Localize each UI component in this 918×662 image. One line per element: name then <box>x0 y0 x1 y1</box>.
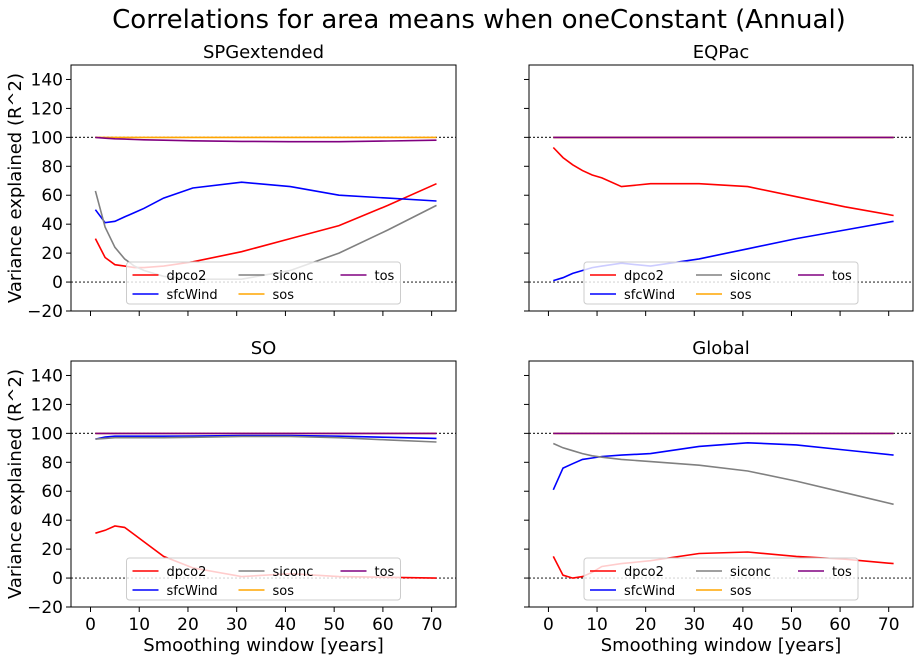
y-tick-label: 80 <box>41 453 63 473</box>
y-tick-label: 80 <box>41 157 63 177</box>
y-tick-label: 0 <box>52 273 63 293</box>
legend-label-tos: tos <box>832 269 852 284</box>
x-tick-label: 30 <box>226 615 248 635</box>
legend-label-sfcWind: sfcWind <box>167 288 218 303</box>
y-axis-label: Variance explained (R^2) <box>5 369 26 599</box>
subplot-title: SPGextended <box>203 42 324 63</box>
y-tick-label: 120 <box>31 395 63 415</box>
x-tick-label: 60 <box>372 615 394 635</box>
x-tick-label: 0 <box>85 615 96 635</box>
legend-label-tos: tos <box>375 565 395 580</box>
y-tick-label: 60 <box>41 186 63 206</box>
series-line-sfcWind <box>552 441 894 491</box>
legend-frame <box>583 261 859 305</box>
x-tick-label: 10 <box>586 615 608 635</box>
y-tick-label: −20 <box>27 598 63 618</box>
y-tick-label: 40 <box>41 215 63 235</box>
legend-label-siconc: siconc <box>730 269 771 284</box>
legend-label-sos: sos <box>730 584 752 599</box>
series-line-sfcWind <box>95 434 437 440</box>
axes-frame <box>70 360 457 608</box>
legend-label-sos: sos <box>730 288 752 303</box>
x-tick-label: 60 <box>829 615 851 635</box>
legend-label-siconc: siconc <box>273 269 314 284</box>
x-tick-label: 40 <box>275 615 297 635</box>
series-line-siconc <box>552 442 894 506</box>
axes-frame <box>528 64 914 312</box>
series-line-tos <box>95 136 437 143</box>
legend-label-dpco2: dpco2 <box>167 565 207 580</box>
x-tick-label: 50 <box>323 615 345 635</box>
y-tick-label: 140 <box>31 70 63 90</box>
x-tick-label: 20 <box>635 615 657 635</box>
y-tick-label: 100 <box>31 128 63 148</box>
x-tick-label: 70 <box>878 615 900 635</box>
series-line-dpco2 <box>552 146 894 217</box>
subplot-panel: SPGextended −20 0 20 40 60 80 100 120 140Variance… <box>5 42 457 322</box>
legend-label-tos: tos <box>375 269 395 284</box>
legend-label-dpco2: dpco2 <box>624 269 664 284</box>
y-tick-label: 40 <box>41 511 63 531</box>
subplot-panel: SO −20 0 20 40 60 80 100 120 140 0 10 20 30 40 50 60 70 Sm… <box>5 338 457 656</box>
x-tick-label: 30 <box>683 615 705 635</box>
y-tick-label: 20 <box>41 244 63 264</box>
subplot-grid: SPGextended−20020406080100120140Variance… <box>5 42 914 656</box>
legend: dpco2 sfcWind siconc sos tos <box>126 261 401 305</box>
legend-label-sos: sos <box>273 584 295 599</box>
y-tick-label: 140 <box>31 366 63 386</box>
y-tick-label: 20 <box>41 540 63 560</box>
legend-label-dpco2: dpco2 <box>167 269 207 284</box>
subplot-panel: Global 0 10 20 30 40 50 60 70 Smoothing window [y… <box>524 338 914 656</box>
legend-label-dpco2: dpco2 <box>624 565 664 580</box>
x-tick-label: 50 <box>781 615 803 635</box>
x-tick-label: 40 <box>732 615 754 635</box>
axes-frame <box>70 64 457 312</box>
legend-label-sfcWind: sfcWind <box>624 584 675 599</box>
x-tick-label: 20 <box>177 615 199 635</box>
legend-label-sfcWind: sfcWind <box>624 288 675 303</box>
legend: dpco2 sfcWind siconc sos tos <box>126 557 401 601</box>
x-axis-label: Smoothing window [years] <box>601 635 842 656</box>
series-line-siconc <box>95 435 437 443</box>
legend-label-sos: sos <box>273 288 295 303</box>
y-tick-label: 60 <box>41 482 63 502</box>
legend-label-siconc: siconc <box>730 565 771 580</box>
x-tick-label: 0 <box>543 615 554 635</box>
subplot-panel: EQPac dpco2 sfcWind siconc sos tos <box>524 42 914 316</box>
y-tick-label: −20 <box>27 302 63 322</box>
legend-label-siconc: siconc <box>273 565 314 580</box>
legend-frame <box>126 557 401 601</box>
figure-suptitle: Correlations for area means when oneCons… <box>112 5 846 35</box>
y-axis-label: Variance explained (R^2) <box>5 73 26 303</box>
y-tick-label: 100 <box>31 424 63 444</box>
legend-label-tos: tos <box>832 565 852 580</box>
x-axis-label: Smoothing window [years] <box>143 635 384 656</box>
axes-frame <box>528 360 914 608</box>
subplot-title: Global <box>692 338 749 359</box>
series-line-dpco2 <box>94 182 437 269</box>
x-tick-label: 10 <box>128 615 150 635</box>
legend-frame <box>583 557 859 601</box>
subplot-title: SO <box>251 338 277 359</box>
legend-frame <box>126 261 401 305</box>
legend-label-sfcWind: sfcWind <box>167 584 218 599</box>
legend: dpco2 sfcWind siconc sos tos <box>583 557 859 601</box>
legend: dpco2 sfcWind siconc sos tos <box>583 261 859 305</box>
subplot-title: EQPac <box>693 42 750 63</box>
x-tick-label: 70 <box>421 615 443 635</box>
series-line-sfcWind <box>94 181 437 224</box>
y-tick-label: 0 <box>52 569 63 589</box>
y-tick-label: 120 <box>31 99 63 119</box>
